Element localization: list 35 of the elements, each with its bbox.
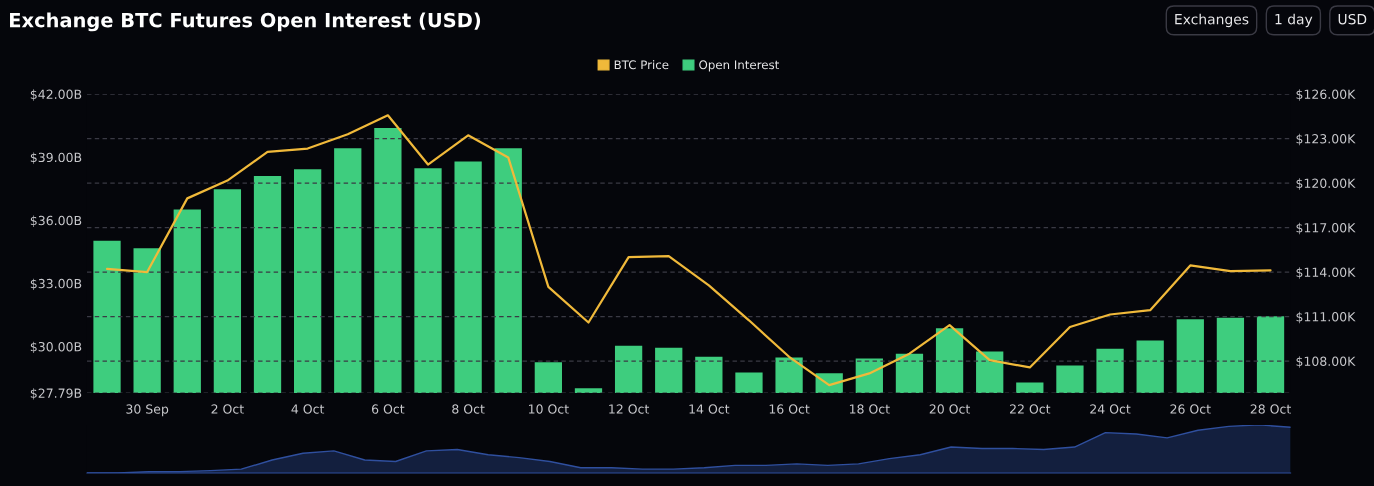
y-tick-label: $27.79B [30,388,82,400]
x-tick-label: 14 Oct [689,404,730,414]
x-tick-label: 22 Oct [1009,404,1051,414]
y-tick-label: $39.00B [30,152,82,164]
x-tick-label: 6 Oct [371,404,405,414]
y2-tick-label: $123.00K [1296,133,1356,146]
legend-label: Open Interest [699,60,780,72]
y-tick-label: $30.00B [30,341,82,354]
y2-tick-label: $126.00K [1296,89,1356,101]
text: Exchanges [1175,13,1249,28]
x-tick-label: 30 Sep [126,404,169,417]
x-tick-label: 16 Oct [769,404,810,414]
y-tick-label: $33.00B [30,278,82,290]
x-tick-label: 28 Oct [1250,404,1291,414]
y-tick-label: $42.00B [30,89,82,101]
y2-tick-label: $111.00K [1296,311,1356,324]
x-tick-label: 12 Oct [609,404,650,414]
x-tick-label: 10 Oct [528,404,569,414]
x-tick-label: 4 Oct [291,404,325,414]
x-tick-label: 2 Oct [211,404,244,414]
line-series [105,114,1272,387]
x-tick-label: 18 Oct [849,404,890,414]
x-tick-label: 26 Oct [1170,404,1211,414]
chart-title: Exchange BTC Futures Open Interest (USD) [10,12,481,32]
x-tick-label: 20 Oct [929,404,971,414]
text: 1 day [1275,13,1313,28]
y2-tick-label: $117.00K [1296,222,1356,235]
x-tick-label: 8 Oct [452,404,485,414]
x-tick-label: 24 Oct [1090,404,1131,414]
y2-tick-label: $108.00K [1296,356,1356,368]
y-tick-label: $36.00B [30,215,82,227]
text: USD [1338,13,1367,25]
y2-tick-label: $120.00K [1296,178,1356,190]
legend-label: BTC Price [614,60,669,70]
y2-tick-label: $114.00K [1296,267,1356,279]
